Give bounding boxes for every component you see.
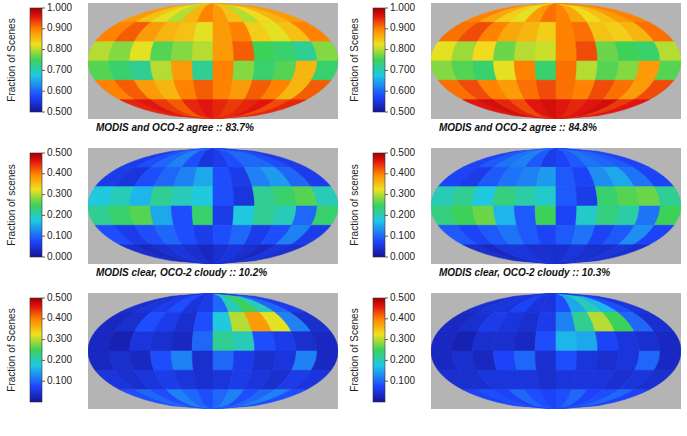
svg-text:Fraction of Scenes: Fraction of Scenes: [349, 308, 360, 391]
svg-text:0.600: 0.600: [390, 85, 415, 96]
svg-text:Fraction of Scenes: Fraction of Scenes: [349, 18, 360, 101]
html-text:MODIS clear, OCO-2 cloudy :: 1: MODIS clear, OCO-2 cloudy :: 10.3%: [439, 267, 611, 278]
svg-text:0.200: 0.200: [47, 209, 72, 220]
svg-text:1.000: 1.000: [390, 2, 415, 13]
svg-text:0.900: 0.900: [390, 22, 415, 33]
svg-text:Fraction of scenes: Fraction of scenes: [349, 164, 360, 246]
svg-text:0.500: 0.500: [47, 106, 72, 117]
svg-text:0.500: 0.500: [390, 292, 415, 303]
svg-text:0.600: 0.600: [47, 85, 72, 96]
svg-text:0.700: 0.700: [47, 64, 72, 75]
svg-text:0.100: 0.100: [47, 375, 72, 386]
svg-text:0.400: 0.400: [390, 312, 415, 323]
svg-text:1.000: 1.000: [47, 2, 72, 13]
svg-text:0.100: 0.100: [390, 375, 415, 386]
html-text:MODIS and OCO-2 agree :: 84.8%: MODIS and OCO-2 agree :: 84.8%: [439, 122, 597, 133]
svg-text:0.100: 0.100: [390, 230, 415, 241]
svg-text:0.200: 0.200: [390, 209, 415, 220]
svg-text:0.200: 0.200: [390, 354, 415, 365]
svg-text:0.800: 0.800: [47, 43, 72, 54]
svg-text:0.500: 0.500: [47, 292, 72, 303]
svg-text:0.400: 0.400: [47, 312, 72, 323]
svg-text:0.800: 0.800: [390, 43, 415, 54]
svg-text:0.500: 0.500: [47, 147, 72, 158]
svg-text:0.000: 0.000: [390, 251, 415, 262]
svg-text:Fraction of Scenes: Fraction of Scenes: [6, 308, 17, 391]
svg-text:0.300: 0.300: [390, 188, 415, 199]
svg-text:Fraction of Scenes: Fraction of Scenes: [6, 18, 17, 101]
svg-text:0.300: 0.300: [47, 333, 72, 344]
svg-text:0.900: 0.900: [47, 22, 72, 33]
svg-text:0.300: 0.300: [47, 188, 72, 199]
html-text:MODIS and OCO-2 agree :: 83.7%: MODIS and OCO-2 agree :: 83.7%: [96, 122, 254, 133]
svg-text:0.200: 0.200: [47, 354, 72, 365]
svg-text:0.300: 0.300: [390, 333, 415, 344]
svg-text:0.500: 0.500: [390, 106, 415, 117]
html-text:MODIS clear, OCO-2 cloudy :: 1: MODIS clear, OCO-2 cloudy :: 10.2%: [96, 267, 268, 278]
svg-text:0.500: 0.500: [390, 147, 415, 158]
svg-text:0.700: 0.700: [390, 64, 415, 75]
svg-text:0.400: 0.400: [47, 167, 72, 178]
svg-text:0.000: 0.000: [47, 251, 72, 262]
svg-text:0.100: 0.100: [47, 230, 72, 241]
svg-text:Fraction of scenes: Fraction of scenes: [6, 164, 17, 246]
svg-text:0.400: 0.400: [390, 167, 415, 178]
